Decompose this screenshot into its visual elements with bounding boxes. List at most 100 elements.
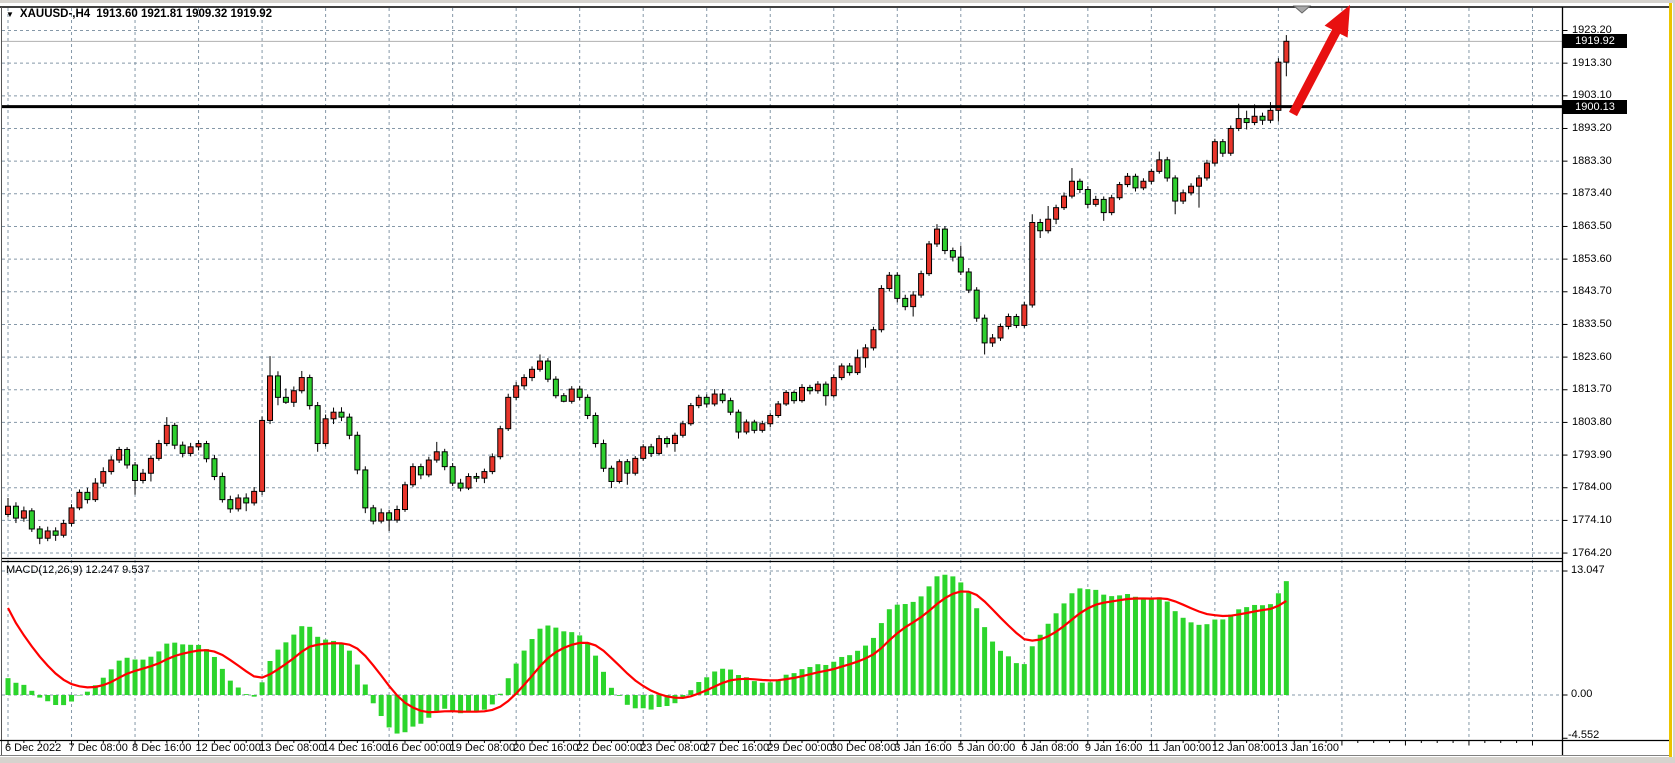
candle-body <box>894 274 901 299</box>
macd-histogram-bar <box>299 626 305 695</box>
macd-histogram-bar <box>1037 634 1043 695</box>
candle-body <box>28 510 35 530</box>
macd-histogram-bar <box>870 637 876 695</box>
macd-histogram-bar <box>601 671 606 695</box>
time-tick-label: 12 Dec 00:00 <box>195 742 261 754</box>
price-tick-label: 1823.60 <box>1572 350 1612 363</box>
macd-histogram-bar <box>1220 619 1226 695</box>
candle-body <box>76 491 83 509</box>
candle-body <box>298 377 305 392</box>
candle-body <box>965 271 972 291</box>
candle-body <box>878 287 885 331</box>
macd-histogram-bar <box>791 673 797 695</box>
price-tick-label: 1813.70 <box>1572 383 1612 396</box>
chart-canvas[interactable] <box>0 3 1675 763</box>
macd-histogram-bar <box>243 694 249 695</box>
candle-body <box>799 386 805 402</box>
candle-body <box>314 405 321 445</box>
macd-histogram-bar <box>902 604 908 695</box>
macd-histogram-bar <box>926 586 932 695</box>
macd-histogram-bar <box>13 682 19 695</box>
macd-histogram-bar <box>188 644 194 695</box>
macd-histogram-bar <box>53 695 59 706</box>
candle-body <box>1037 222 1044 232</box>
macd-histogram-bar <box>362 684 368 695</box>
price-tick-label: 1893.20 <box>1572 121 1612 134</box>
macd-histogram-bar <box>648 695 654 710</box>
candle-body <box>791 391 798 402</box>
price-tick-label: 1863.50 <box>1572 219 1612 232</box>
macd-histogram-bar <box>1180 617 1186 695</box>
macd-histogram-bar <box>712 671 718 695</box>
price-tick-label: 1903.10 <box>1572 89 1612 102</box>
candle-body <box>203 443 210 460</box>
candle-body <box>370 507 377 522</box>
macd-histogram-bar <box>1125 594 1131 695</box>
time-tick-label: 16 Dec 00:00 <box>386 742 452 754</box>
candle-body <box>1092 198 1099 205</box>
macd-histogram-bar <box>1085 589 1091 695</box>
macd-histogram-bar <box>156 651 162 695</box>
macd-histogram-bar <box>831 661 837 695</box>
macd-histogram-bar <box>227 680 233 695</box>
time-tick-label: 11 Jan 00:00 <box>1148 742 1212 754</box>
candle-body <box>44 530 51 539</box>
candle-body <box>1100 198 1107 214</box>
time-tick-label: 22 Dec 00:00 <box>576 742 643 754</box>
price-tick-label: 1793.90 <box>1572 448 1612 461</box>
macd-histogram-bar <box>76 695 82 696</box>
time-tick-label: 7 Dec 08:00 <box>68 742 128 754</box>
macd-histogram-bar <box>704 677 710 695</box>
macd-histogram-bar <box>529 639 535 695</box>
candle-body <box>600 443 607 469</box>
candle-body <box>251 490 258 504</box>
candle-body <box>568 388 575 402</box>
candle-body <box>767 414 774 425</box>
macd-histogram-bar <box>291 634 297 695</box>
macd-histogram-bar <box>1077 588 1083 695</box>
candle-body <box>116 448 123 461</box>
candle-body <box>5 505 11 515</box>
candle-body <box>536 360 543 370</box>
level-price-badge: 1900.13 <box>1563 99 1627 114</box>
macd-histogram-bar <box>92 685 98 695</box>
candle-body <box>1021 304 1028 326</box>
candle-body <box>338 411 345 418</box>
macd-histogram-bar <box>251 695 257 697</box>
candle-body <box>751 421 758 431</box>
macd-histogram-bar <box>1140 598 1146 695</box>
candle-body <box>957 256 964 273</box>
macd-histogram-bar <box>958 582 964 695</box>
candle-body <box>521 377 528 387</box>
macd-histogram-bar <box>823 664 829 695</box>
macd-histogram-bar <box>481 695 487 710</box>
symbol-dropdown-icon[interactable]: ▼ <box>6 9 14 19</box>
macd-histogram-bar <box>624 695 630 705</box>
candle-body <box>497 428 504 458</box>
candle-body <box>1156 159 1163 172</box>
macd-histogram-bar <box>315 636 321 695</box>
macd-histogram-bar <box>1005 656 1011 695</box>
up-trend-arrow[interactable] <box>1289 5 1350 117</box>
price-tick-label: 1923.20 <box>1572 24 1612 36</box>
time-tick-label: 9 Jan 16:00 <box>1084 742 1143 754</box>
candle-body <box>1172 177 1179 202</box>
candle-body <box>179 444 186 454</box>
macd-histogram-bar <box>918 596 924 695</box>
macd-axis-min-label: -4.552 <box>1568 729 1600 741</box>
macd-axis-max-label: 13.047 <box>1571 564 1605 576</box>
candle-body <box>687 405 694 425</box>
candle-body <box>735 411 742 433</box>
candle-body <box>695 396 702 407</box>
candle-body <box>838 365 845 379</box>
macd-histogram-bar <box>45 695 51 702</box>
candle-body <box>1164 159 1171 179</box>
candle-body <box>989 337 996 344</box>
candle-body <box>926 243 933 275</box>
macd-histogram-bar <box>442 695 448 709</box>
macd-indicator-label: MACD(12,26,9) 12.247 9.537 <box>6 564 150 576</box>
symbol-timeframe-label: XAUUSD-,H4 <box>19 8 91 20</box>
object-anchor-triangle-icon[interactable] <box>1292 5 1312 14</box>
macd-histogram-bar <box>132 659 138 695</box>
